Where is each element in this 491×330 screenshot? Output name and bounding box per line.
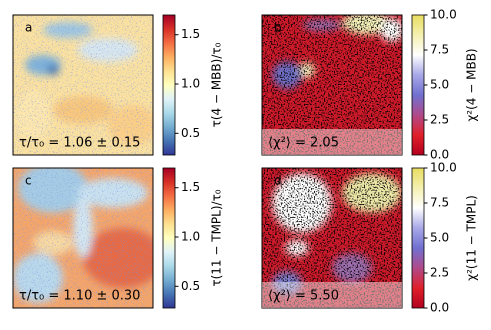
colorbar-tick-label: 1.5 <box>181 180 200 194</box>
image <box>262 168 402 308</box>
image-frame <box>12 167 154 309</box>
image-frame <box>261 14 403 156</box>
panel-label: c <box>25 174 32 188</box>
colorbar-tick-label: 5.0 <box>430 231 449 245</box>
colorbar-tick-label: 0.5 <box>181 126 200 140</box>
image-noise <box>13 168 153 308</box>
colorbar <box>411 167 425 309</box>
image-frame <box>261 167 403 309</box>
colorbar-label: χ²(11 − TMPL) <box>465 195 479 281</box>
image <box>262 15 402 155</box>
colorbar-tick-label: 2.5 <box>430 266 449 280</box>
colorbar-tick-label: 10.0 <box>430 161 457 175</box>
image <box>13 168 153 308</box>
colorbar-label: τ(11 − TMPL)/τ₀ <box>210 189 224 286</box>
colorbar <box>162 14 176 156</box>
colorbar-tick-label: 0.5 <box>181 279 200 293</box>
colorbar <box>162 167 176 309</box>
annotation: τ/τ₀ = 1.10 ± 0.30 <box>19 289 140 304</box>
colorbar-label: χ²(4 − MBB) <box>465 48 479 121</box>
colorbar <box>411 14 425 156</box>
panel-label: d <box>274 174 282 188</box>
annotation: ⟨χ²⟩ = 5.50 <box>268 289 339 304</box>
colorbar-tick-label: 1.5 <box>181 27 200 41</box>
colorbar-tick-label: 0.0 <box>430 148 449 162</box>
colorbar-tick-label: 7.5 <box>430 43 449 57</box>
image-noise <box>262 168 402 308</box>
image-noise <box>262 15 402 155</box>
panel: d ⟨χ²⟩ = 5.50 0.0 2.5 5.0 7.5 10.0 χ²(11 − TMPL… <box>261 161 479 315</box>
annotation-box <box>262 282 402 308</box>
annotation: ⟨χ²⟩ = 2.05 <box>268 136 339 151</box>
panel: c τ/τ₀ = 1.10 ± 0.30 0.5 1.0 1.5 τ(11 − TMPL)… <box>12 167 224 309</box>
panel: b ⟨χ²⟩ = 2.05 0.0 2.5 5.0 7.5 10.0 χ²(4 − MBB) <box>261 8 479 162</box>
annotation-box <box>262 129 402 155</box>
colorbar-tick-label: 7.5 <box>430 196 449 210</box>
panel: a τ/τ₀ = 1.06 ± 0.15 0.5 1.0 1.5 τ(4 − MBB)/τ… <box>12 14 224 156</box>
image-noise <box>13 15 153 155</box>
panel-label: b <box>274 21 282 35</box>
colorbar-tick-label: 10.0 <box>430 8 457 22</box>
colorbar-tick-label: 5.0 <box>430 78 449 92</box>
image <box>13 15 153 155</box>
colorbar-tick-label: 1.0 <box>181 77 200 91</box>
image-frame <box>12 14 154 156</box>
colorbar-label: τ(4 − MBB)/τ₀ <box>210 42 224 127</box>
colorbar-tick-label: 2.5 <box>430 113 449 127</box>
colorbar-tick-label: 0.0 <box>430 301 449 315</box>
colorbar-tick-label: 1.0 <box>181 230 200 244</box>
annotation: τ/τ₀ = 1.06 ± 0.15 <box>19 136 140 151</box>
panel-label: a <box>25 21 32 35</box>
